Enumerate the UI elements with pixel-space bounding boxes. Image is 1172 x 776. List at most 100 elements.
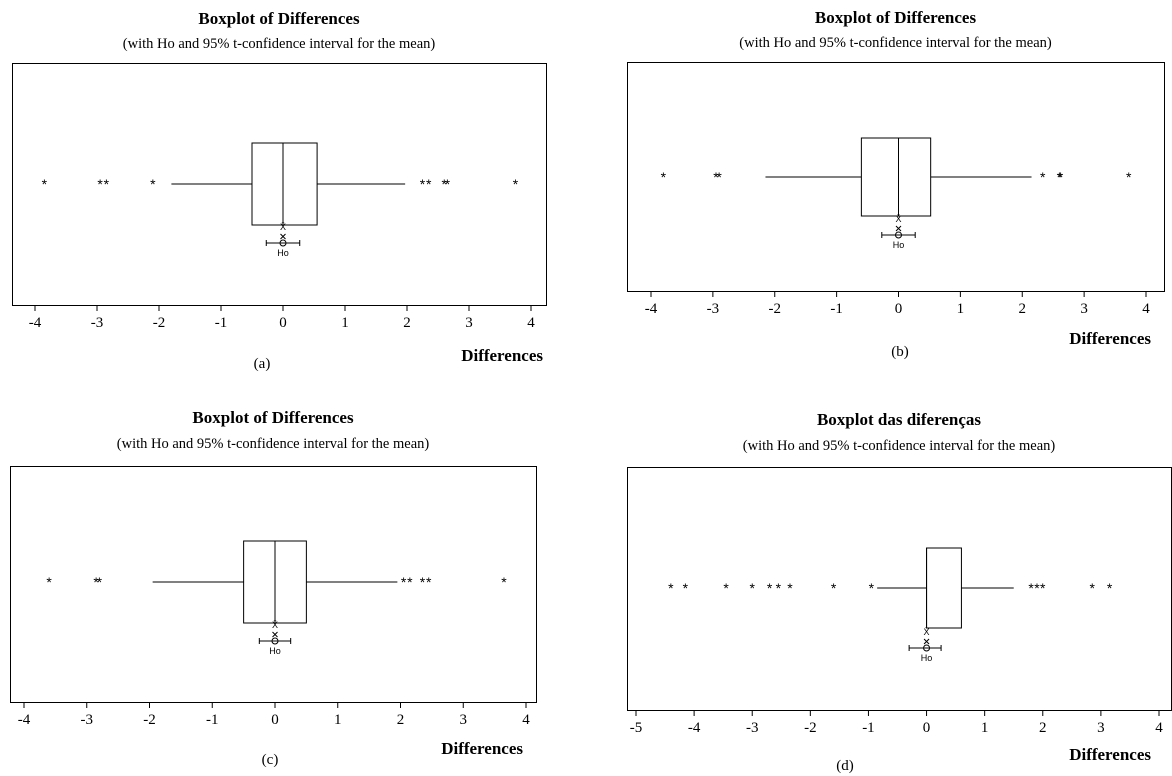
- plot-frame: [12, 63, 547, 306]
- x-axis-label: Differences: [1069, 745, 1151, 764]
- x-tick-label: -3: [81, 712, 94, 728]
- outlier-point: *: [93, 574, 99, 590]
- x-tick-label: 4: [1155, 720, 1163, 736]
- outlier-point: *: [401, 574, 407, 590]
- panel-label: (a): [254, 356, 271, 372]
- chart-subtitle: (with Ho and 95% t-confidence interval f…: [117, 436, 430, 452]
- x-tick-label: 2: [1019, 301, 1027, 317]
- x-tick-label: -2: [143, 712, 156, 728]
- outlier-point: *: [723, 580, 729, 596]
- x-tick-label: 1: [981, 720, 989, 736]
- outlier-point: *: [1028, 580, 1034, 596]
- x-tick-label: -4: [688, 720, 701, 736]
- chart-panel-b: Boxplot of Differences (with Ho and 95% t…: [627, 8, 1165, 360]
- outlier-point: *: [501, 574, 507, 590]
- outlier-point: *: [150, 176, 156, 192]
- outlier-point: *: [426, 176, 432, 192]
- ho-marker: [895, 231, 902, 239]
- iqr-box: [251, 142, 318, 226]
- x-axis-label: Differences: [1069, 329, 1151, 348]
- ho-label: Ho: [269, 646, 281, 656]
- x-tick-label: 3: [460, 712, 468, 728]
- x-tick-label: -4: [29, 315, 42, 331]
- x-tick-label: 4: [1142, 301, 1150, 317]
- outlier-point: *: [869, 580, 875, 596]
- outlier-point: *: [1057, 169, 1063, 185]
- outlier-point: *: [716, 169, 722, 185]
- x-tick-label: 0: [279, 315, 287, 331]
- panel-label: (d): [836, 758, 854, 774]
- x-tick-label: 0: [271, 712, 279, 728]
- x-tick-label: 2: [403, 315, 411, 331]
- plot-frame: [10, 466, 537, 703]
- plot-frame: [627, 62, 1165, 292]
- x-tick-label: -3: [91, 315, 104, 331]
- outlier-point: *: [46, 574, 52, 590]
- outlier-point: *: [97, 176, 103, 192]
- outlier-point: *: [776, 580, 782, 596]
- panel-label: (c): [262, 752, 279, 768]
- x-tick-label: 0: [923, 720, 931, 736]
- outlier-point: *: [97, 574, 103, 590]
- outlier-point: *: [513, 176, 519, 192]
- outlier-point: *: [1126, 169, 1132, 185]
- x-tick-label: 4: [527, 315, 535, 331]
- x-tick-label: 3: [465, 315, 473, 331]
- x-tick-label: 1: [341, 315, 349, 331]
- x-tick-label: 3: [1080, 301, 1088, 317]
- ho-marker: [923, 644, 931, 652]
- mean-label: X̄: [272, 620, 278, 630]
- mean-marker: [923, 638, 930, 645]
- chart-title: Boxplot of Differences: [815, 8, 977, 27]
- x-tick-label: 2: [1039, 720, 1047, 736]
- chart-panel-a: Boxplot of Differences (with Ho and 95% t…: [12, 9, 547, 372]
- chart-panel-d: Boxplot das diferenças (with Ho and 95% t…: [627, 410, 1172, 774]
- x-tick-label: -5: [630, 720, 643, 736]
- outlier-point: *: [831, 580, 837, 596]
- outlier-point: *: [1107, 580, 1113, 596]
- x-tick-label: 2: [397, 712, 405, 728]
- mean-label: X̄: [280, 222, 286, 232]
- outlier-point: *: [749, 580, 755, 596]
- outlier-point: *: [668, 580, 674, 596]
- x-tick-label: -1: [830, 301, 843, 317]
- ho-label: Ho: [277, 248, 289, 258]
- confidence-interval: [908, 645, 942, 651]
- confidence-interval: [258, 638, 292, 644]
- x-tick-label: -1: [862, 720, 875, 736]
- mean-label: X̄: [895, 214, 901, 224]
- outlier-point: *: [1034, 580, 1040, 596]
- outlier-point: *: [713, 169, 719, 185]
- panel-label: (b): [891, 344, 909, 360]
- mean-marker: [272, 631, 278, 638]
- x-tick-label: -2: [804, 720, 817, 736]
- outlier-point: *: [767, 580, 773, 596]
- mean-marker: [280, 233, 286, 240]
- outlier-point: *: [787, 580, 793, 596]
- x-tick-label: -1: [206, 712, 219, 728]
- mean-label: X̄: [924, 627, 930, 637]
- chart-panel-c: Boxplot of Differences (with Ho and 95% t…: [10, 408, 537, 768]
- outlier-point: *: [661, 169, 667, 185]
- x-tick-label: 4: [522, 712, 530, 728]
- outlier-point: *: [441, 176, 447, 192]
- iqr-box: [926, 547, 962, 629]
- x-tick-label: 0: [895, 301, 903, 317]
- confidence-interval: [265, 240, 301, 246]
- outlier-point: *: [1040, 169, 1046, 185]
- outlier-point: *: [420, 176, 426, 192]
- x-tick-label: 3: [1097, 720, 1105, 736]
- chart-subtitle: (with Ho and 95% t-confidence interval f…: [123, 36, 436, 52]
- outlier-point: *: [104, 176, 110, 192]
- outlier-point: *: [683, 580, 689, 596]
- ho-label: Ho: [893, 240, 905, 250]
- x-tick-label: -2: [769, 301, 782, 317]
- ho-marker: [279, 239, 287, 247]
- chart-title: Boxplot das diferenças: [817, 410, 981, 429]
- x-axis-label: Differences: [441, 739, 523, 758]
- x-tick-label: -1: [215, 315, 228, 331]
- outlier-point: *: [445, 176, 451, 192]
- outlier-point: *: [1040, 580, 1046, 596]
- ho-marker: [271, 637, 279, 645]
